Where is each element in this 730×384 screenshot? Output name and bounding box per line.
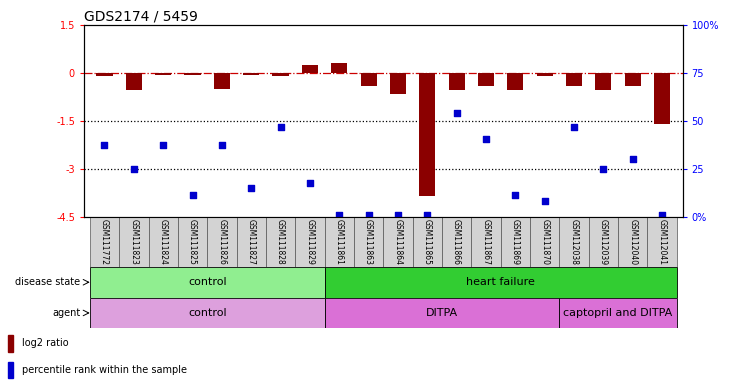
Text: GSM112039: GSM112039 xyxy=(599,219,608,265)
Text: GSM111825: GSM111825 xyxy=(188,219,197,265)
Bar xyxy=(148,217,178,267)
Bar xyxy=(272,73,288,76)
Point xyxy=(421,212,433,218)
Bar xyxy=(478,73,494,86)
Text: GSM111869: GSM111869 xyxy=(511,219,520,265)
Bar xyxy=(207,217,237,267)
Text: DITPA: DITPA xyxy=(426,308,458,318)
Text: GSM111828: GSM111828 xyxy=(276,219,285,265)
Bar xyxy=(325,267,677,298)
Bar xyxy=(90,217,119,267)
Text: GSM111866: GSM111866 xyxy=(452,219,461,265)
Bar xyxy=(472,217,501,267)
Bar xyxy=(119,217,148,267)
Text: GSM111823: GSM111823 xyxy=(129,219,138,265)
Bar xyxy=(90,298,325,328)
Bar xyxy=(155,73,172,75)
Point xyxy=(363,212,374,218)
Point xyxy=(392,212,404,218)
Text: GSM112040: GSM112040 xyxy=(629,219,637,265)
Point xyxy=(450,110,462,116)
Bar xyxy=(354,217,383,267)
Bar xyxy=(214,73,230,89)
Bar xyxy=(530,217,559,267)
Bar xyxy=(448,73,465,89)
Bar xyxy=(243,73,259,75)
Point xyxy=(656,212,668,218)
Bar xyxy=(295,217,325,267)
Bar xyxy=(559,298,677,328)
Point xyxy=(568,124,580,131)
Bar xyxy=(8,335,13,352)
Bar xyxy=(588,217,618,267)
Text: percentile rank within the sample: percentile rank within the sample xyxy=(22,365,187,375)
Bar xyxy=(90,267,325,298)
Bar xyxy=(331,63,347,73)
Bar xyxy=(537,73,553,76)
Text: log2 ratio: log2 ratio xyxy=(22,338,69,348)
Text: GSM111864: GSM111864 xyxy=(393,219,402,265)
Bar xyxy=(654,73,670,124)
Text: GSM112038: GSM112038 xyxy=(569,219,578,265)
Text: GDS2174 / 5459: GDS2174 / 5459 xyxy=(84,10,198,24)
Point xyxy=(187,192,199,198)
Bar xyxy=(442,217,472,267)
Text: control: control xyxy=(188,308,226,318)
Point xyxy=(539,198,550,204)
Text: GSM111826: GSM111826 xyxy=(218,219,226,265)
Bar xyxy=(178,217,207,267)
Bar xyxy=(325,217,354,267)
Point xyxy=(99,142,110,148)
Text: GSM111863: GSM111863 xyxy=(364,219,373,265)
Bar xyxy=(566,73,582,86)
Bar xyxy=(361,73,377,86)
Bar xyxy=(559,217,588,267)
Text: GSM111861: GSM111861 xyxy=(335,219,344,265)
Text: GSM111827: GSM111827 xyxy=(247,219,255,265)
Bar xyxy=(185,73,201,75)
Bar xyxy=(383,217,412,267)
Point xyxy=(597,166,609,172)
Bar xyxy=(301,65,318,73)
Point xyxy=(216,142,228,148)
Point xyxy=(128,166,139,172)
Text: GSM111829: GSM111829 xyxy=(305,219,315,265)
Text: disease state: disease state xyxy=(15,277,80,287)
Point xyxy=(480,136,492,142)
Bar xyxy=(126,73,142,89)
Bar xyxy=(412,217,442,267)
Point xyxy=(627,156,639,162)
Bar xyxy=(648,217,677,267)
Text: GSM111772: GSM111772 xyxy=(100,219,109,265)
Bar xyxy=(595,73,612,89)
Point xyxy=(510,192,521,198)
Text: GSM111867: GSM111867 xyxy=(482,219,491,265)
Bar xyxy=(618,217,648,267)
Bar xyxy=(8,362,13,379)
Point xyxy=(334,212,345,218)
Text: agent: agent xyxy=(52,308,80,318)
Text: captopril and DITPA: captopril and DITPA xyxy=(564,308,672,318)
Point xyxy=(245,185,257,191)
Bar xyxy=(325,298,559,328)
Bar xyxy=(96,73,112,76)
Text: control: control xyxy=(188,277,226,287)
Bar xyxy=(625,73,641,86)
Text: GSM111865: GSM111865 xyxy=(423,219,431,265)
Bar xyxy=(390,73,406,94)
Bar xyxy=(266,217,295,267)
Text: GSM111824: GSM111824 xyxy=(158,219,168,265)
Bar xyxy=(237,217,266,267)
Point xyxy=(274,124,286,131)
Point xyxy=(304,180,316,187)
Bar xyxy=(501,217,530,267)
Text: GSM112041: GSM112041 xyxy=(658,219,666,265)
Text: GSM111870: GSM111870 xyxy=(540,219,549,265)
Point xyxy=(158,142,169,148)
Bar xyxy=(419,73,435,196)
Text: heart failure: heart failure xyxy=(466,277,535,287)
Bar xyxy=(507,73,523,89)
